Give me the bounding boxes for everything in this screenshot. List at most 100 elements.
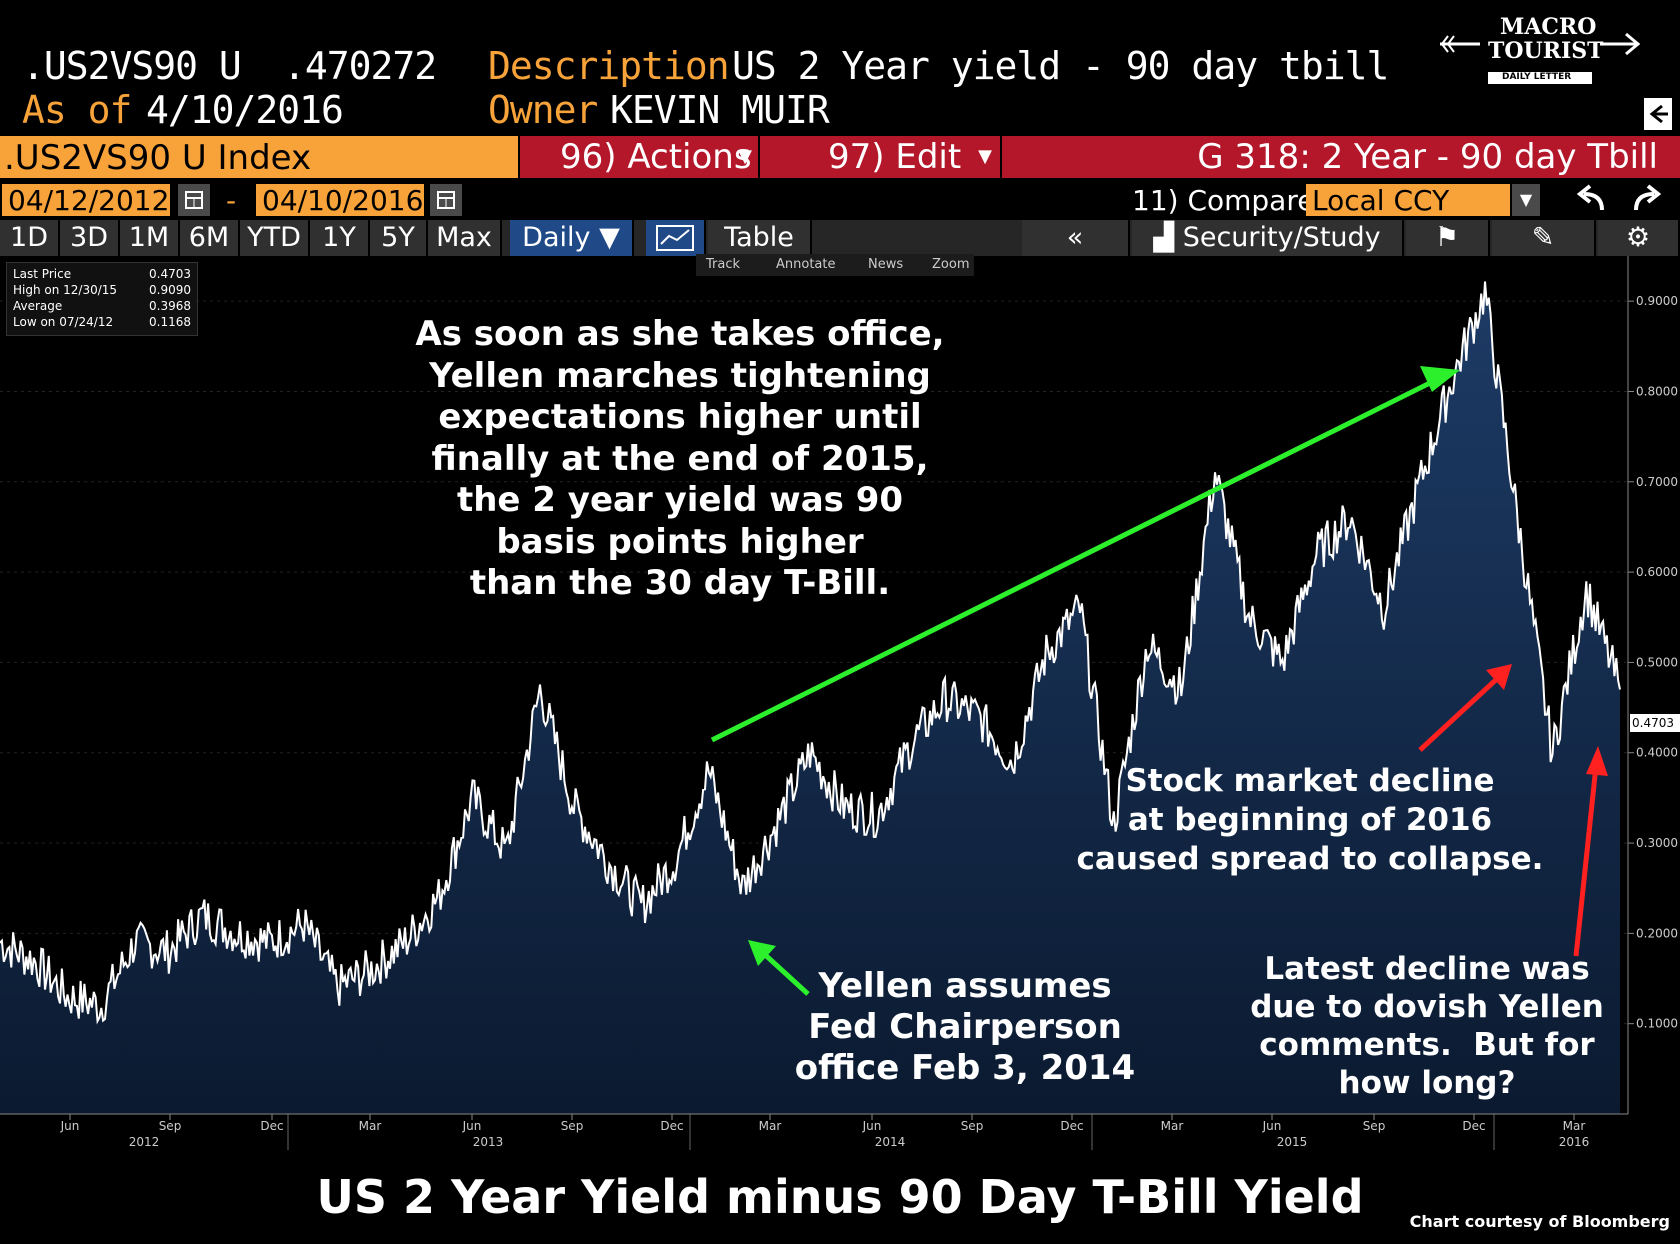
caret-down-icon: ▼ <box>738 146 752 167</box>
x-tick-label: Dec <box>260 1119 283 1133</box>
caret-down-icon: ▼ <box>978 146 992 167</box>
year-label: 2013 <box>473 1135 504 1149</box>
security-study-label: Security/Study <box>1182 222 1381 253</box>
asof-date: 4/10/2016 <box>146 88 344 132</box>
legend-row: Average 0.3968 <box>13 299 191 315</box>
tab-1d[interactable]: 1D <box>0 220 60 256</box>
legend-row: Low on 07/24/12 0.1168 <box>13 315 191 331</box>
legend-label: High on 12/30/15 <box>13 283 118 297</box>
logo-line1: MACRO <box>1500 14 1597 40</box>
tab-3d[interactable]: 3D <box>60 220 120 256</box>
calendar-icon[interactable] <box>430 184 462 216</box>
legend-label: Last Price <box>13 267 72 281</box>
annotate-button[interactable]: Annotate <box>776 257 836 272</box>
description-label: Description <box>488 44 730 88</box>
legend-label: Average <box>13 299 63 313</box>
y-tick-label: 0.8000 <box>1636 384 1678 398</box>
tab-5y[interactable]: 5Y <box>370 220 428 256</box>
green-trend-arrow <box>710 366 1460 743</box>
edit-label: 97) Edit <box>828 137 962 177</box>
export-icon[interactable] <box>1644 98 1672 130</box>
x-tick-label: Sep <box>561 1119 584 1133</box>
date-separator: - <box>226 184 237 217</box>
owner-name: KEVIN MUIR <box>610 88 830 132</box>
x-tick-label: Dec <box>1462 1119 1485 1133</box>
x-tick-label: Jun <box>862 1119 882 1133</box>
x-tick-label: Mar <box>1563 1119 1586 1133</box>
year-label: 2014 <box>875 1135 906 1149</box>
ticker-value: .470272 <box>283 44 437 88</box>
tab-max[interactable]: Max <box>428 220 502 256</box>
flag-icon[interactable]: ⚑ <box>1406 220 1490 256</box>
edit-button[interactable]: 97) Edit ▼ <box>760 136 1000 178</box>
currency-select[interactable]: Local CCY <box>1306 184 1510 217</box>
last-price-tag <box>1630 714 1680 732</box>
legend-value: 0.9090 <box>149 283 191 297</box>
owner-label: Owner <box>488 88 598 132</box>
actions-button[interactable]: 96) Actions ▼ <box>520 136 758 178</box>
chart-mini-toolbar: Track Annotate News Zoom <box>696 254 974 276</box>
legend-value: 0.3968 <box>149 299 191 313</box>
zoom-button[interactable]: Zoom <box>932 257 970 272</box>
undo-icon[interactable] <box>1566 184 1616 216</box>
legend-label: Low on 07/24/12 <box>13 315 114 329</box>
red-latest-arrow <box>1573 746 1608 957</box>
gear-icon[interactable]: ⚙ <box>1598 220 1680 256</box>
calendar-icon[interactable] <box>178 184 210 216</box>
security-study-button[interactable]: ▟ Security/Study <box>1132 220 1404 256</box>
double-chevron-left-icon[interactable]: « <box>1022 220 1130 256</box>
annotation-stock: Stock market decline at beginning of 201… <box>1076 763 1544 877</box>
asof-label: As of <box>22 88 132 132</box>
year-label: 2015 <box>1277 1135 1308 1149</box>
tab-6m[interactable]: 6M <box>180 220 240 256</box>
y-tick-label: 0.7000 <box>1636 475 1678 489</box>
chart-name: G 318: 2 Year - 90 day Tbill <box>1002 136 1680 178</box>
chart-legend: Last Price 0.4703 High on 12/30/15 0.909… <box>6 262 198 336</box>
track-button[interactable]: Track <box>706 257 741 272</box>
description-text: US 2 Year yield - 90 day tbill <box>732 44 1389 88</box>
y-tick-label: 0.5000 <box>1636 655 1678 669</box>
ticker: .US2VS90 U <box>22 44 242 88</box>
chart: 0.9000 0.8000 0.7000 0.6000 0.5000 0.4000 0.30… <box>0 256 1680 1150</box>
tab-1y[interactable]: 1Y <box>310 220 370 256</box>
compare-button[interactable]: 11) Compare <box>1132 184 1315 217</box>
macro-tourist-logo: MACRO TOURIST DAILY LETTER <box>1440 14 1641 84</box>
news-button[interactable]: News <box>868 257 904 272</box>
credit: Chart courtesy of Bloomberg <box>1409 1212 1670 1231</box>
annotation-latest: Latest decline was due to dovish Yellen … <box>1250 951 1604 1101</box>
legend-row: Last Price 0.4703 <box>13 267 191 283</box>
start-date-field[interactable]: 04/12/2012 <box>2 184 170 217</box>
y-tick-label: 0.2000 <box>1636 926 1678 940</box>
edit-pencil-icon[interactable]: ✎ <box>1492 220 1596 256</box>
index-bar: .US2VS90 U Index 96) Actions ▼ 97) Edit … <box>0 136 1680 178</box>
y-tick-label: 0.9000 <box>1636 294 1678 308</box>
x-tick-label: Jun <box>60 1119 80 1133</box>
period-select[interactable]: Daily ▼ <box>510 220 634 256</box>
table-tab[interactable]: Table <box>708 220 812 256</box>
x-tick-label: Sep <box>1363 1119 1386 1133</box>
footer-title: US 2 Year Yield minus 90 Day T-Bill Yiel… <box>316 1170 1364 1224</box>
legend-row: High on 12/30/15 0.9090 <box>13 283 191 299</box>
x-tick-label: Dec <box>1060 1119 1083 1133</box>
legend-value: 0.4703 <box>149 267 191 281</box>
x-tick-label: Mar <box>359 1119 382 1133</box>
year-label: 2012 <box>129 1135 160 1149</box>
redo-icon[interactable] <box>1626 184 1676 216</box>
actions-label: 96) Actions <box>560 137 752 177</box>
last-price-label: 0.4703 <box>1632 716 1674 730</box>
tab-1m[interactable]: 1M <box>120 220 180 256</box>
end-date-field[interactable]: 04/10/2016 <box>256 184 424 217</box>
logo-line3: DAILY LETTER <box>1502 72 1572 82</box>
y-tick-label: 0.4000 <box>1636 746 1678 760</box>
green-yellen-arrow <box>748 940 810 996</box>
annotation-yellen: Yellen assumes Fed Chairperson office Fe… <box>794 966 1136 1088</box>
x-tick-label: Jun <box>462 1119 482 1133</box>
y-tick-label: 0.6000 <box>1636 565 1678 579</box>
chevron-down-icon[interactable]: ▼ <box>1512 184 1540 216</box>
index-label: .US2VS90 U Index <box>0 136 518 178</box>
tab-ytd[interactable]: YTD <box>240 220 310 256</box>
period-label: Daily <box>522 222 591 253</box>
x-tick-label: Jun <box>1262 1119 1282 1133</box>
bar-chart-icon: ▟ <box>1153 222 1175 253</box>
line-chart-icon[interactable] <box>646 220 706 256</box>
